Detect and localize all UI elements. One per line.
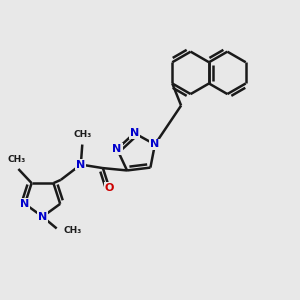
Text: N: N: [112, 144, 122, 154]
Text: N: N: [76, 160, 86, 170]
Text: CH₃: CH₃: [73, 130, 92, 139]
Text: CH₃: CH₃: [63, 226, 81, 235]
Text: N: N: [150, 140, 160, 149]
Text: N: N: [20, 199, 29, 209]
Text: O: O: [105, 183, 114, 193]
Text: CH₃: CH₃: [8, 155, 26, 164]
Text: N: N: [130, 128, 139, 138]
Text: N: N: [38, 212, 47, 222]
